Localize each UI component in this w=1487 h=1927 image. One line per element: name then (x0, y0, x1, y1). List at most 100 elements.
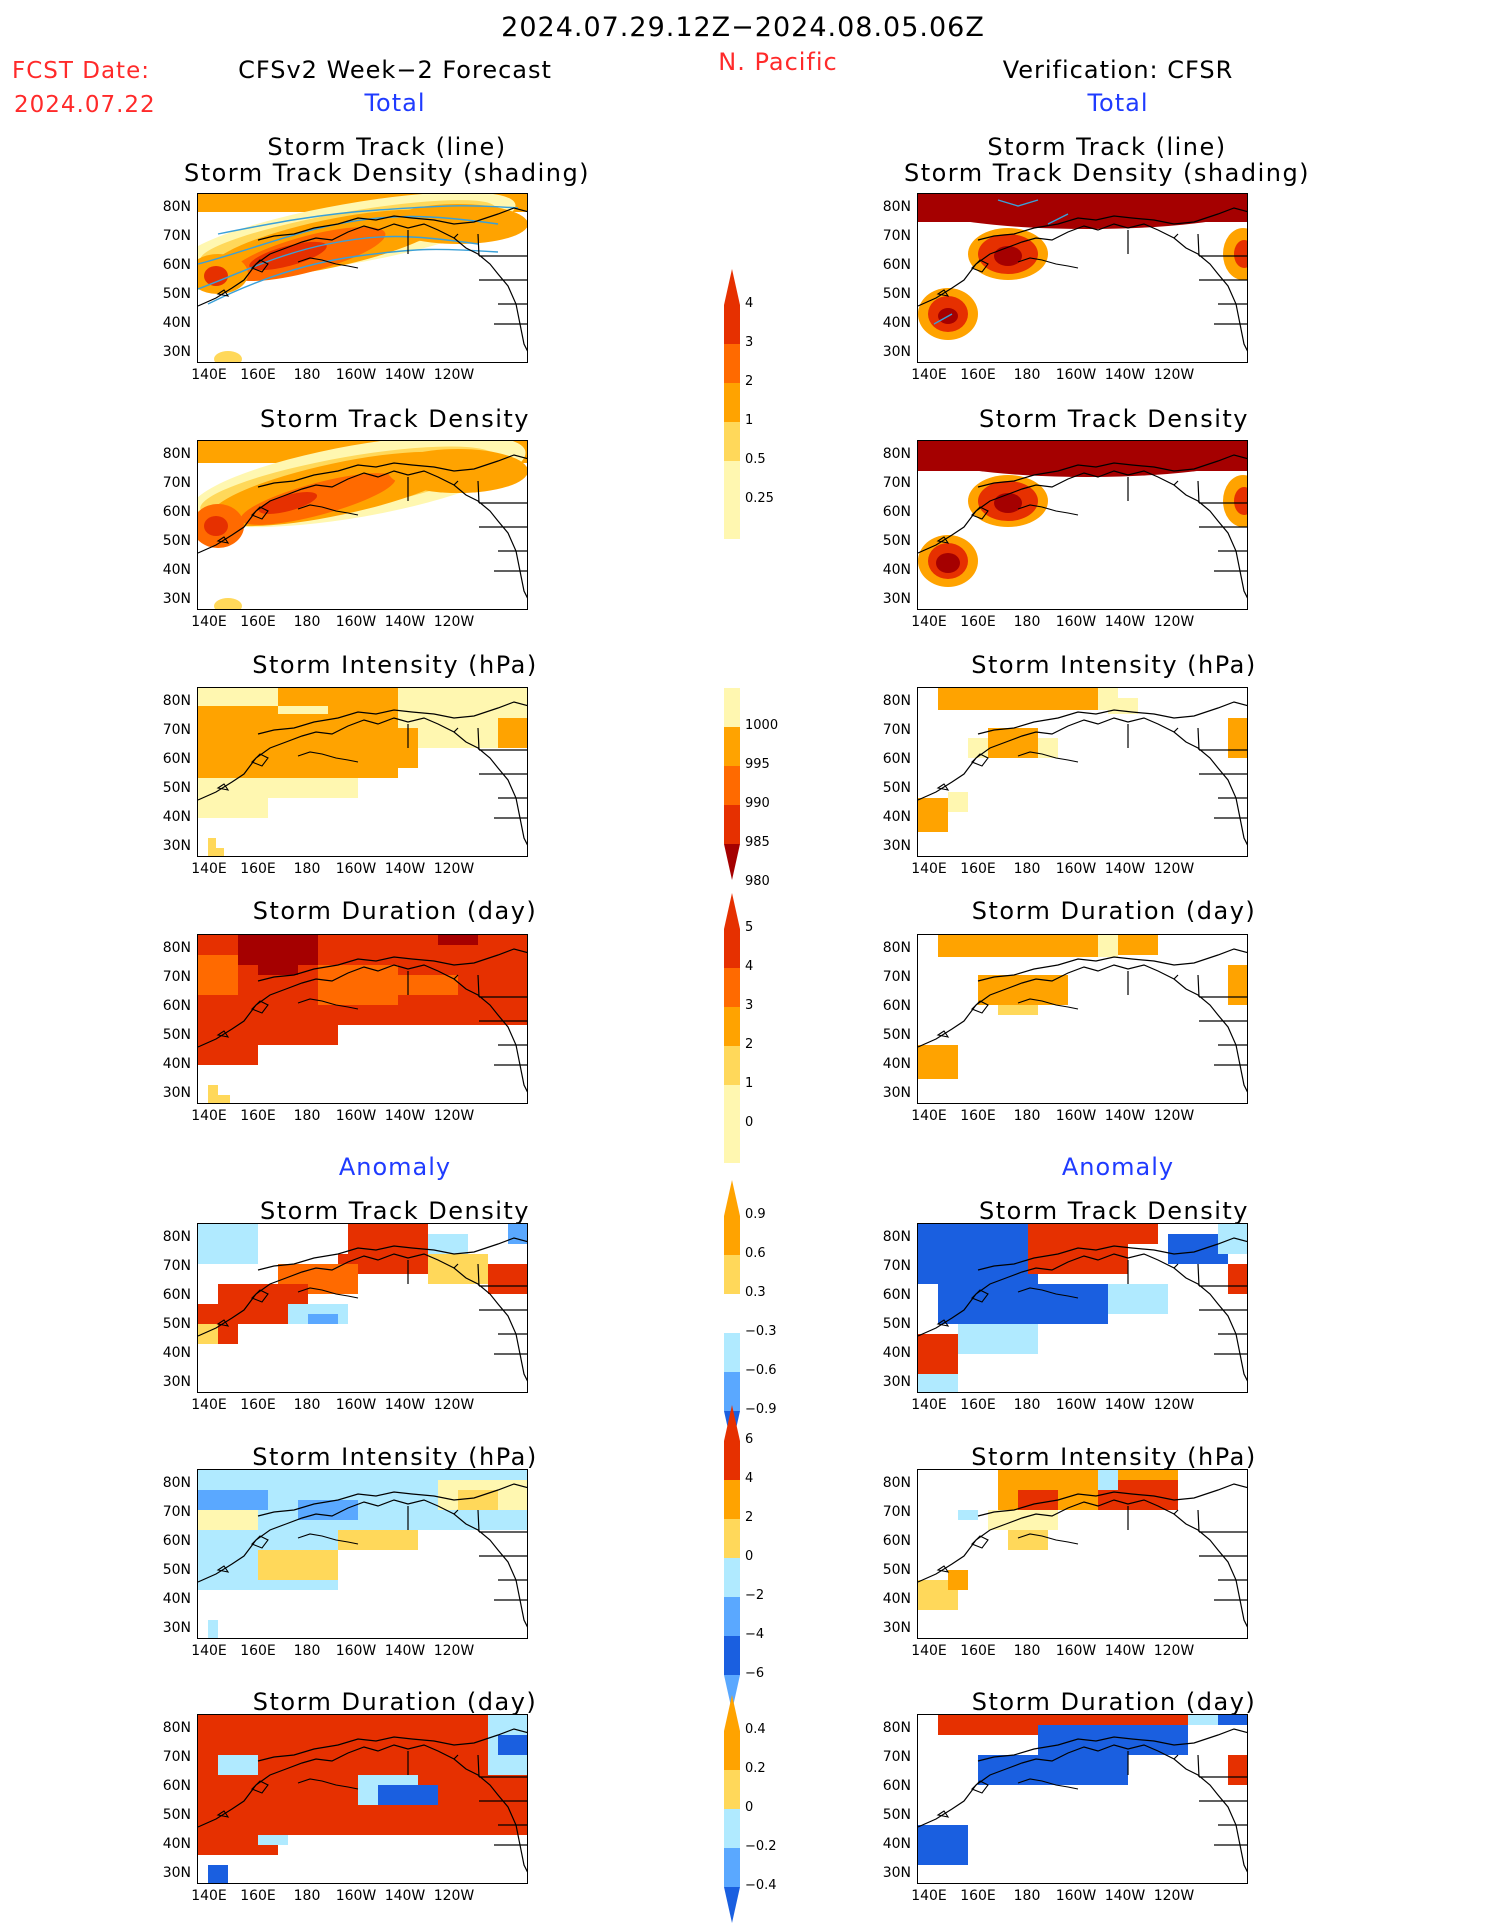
panel-title: Storm Intensity (hPa) (971, 1443, 1257, 1471)
lon-label: 160W (335, 1888, 377, 1904)
lon-label: 160W (335, 1397, 377, 1413)
lat-label: 30N (882, 591, 911, 607)
forecast-title: CFSv2 Week−2 Forecast (238, 56, 552, 84)
lon-label: 120W (433, 1888, 475, 1904)
panel-title: Storm Track (line) (987, 133, 1227, 161)
lat-label: 80N (882, 1720, 911, 1736)
lon-label: 160W (1055, 1888, 1097, 1904)
lon-label: 160W (335, 1643, 377, 1659)
map-panel (197, 934, 528, 1104)
lat-label: 40N (162, 315, 191, 331)
lat-label: 50N (882, 780, 911, 796)
lon-label: 160W (335, 861, 377, 877)
colorbar-label: 5 (745, 920, 754, 935)
lon-label: 140E (911, 367, 947, 383)
lon-label: 160W (335, 1108, 377, 1124)
lat-label: 60N (882, 1533, 911, 1549)
lat-label: 30N (882, 838, 911, 854)
colorbar-label: 3 (745, 335, 754, 350)
colorbar-label: 4 (745, 296, 754, 311)
lon-label: 160E (960, 614, 996, 630)
panel-title: Storm Duration (day) (252, 897, 538, 925)
colorbar-label: −6 (745, 1666, 765, 1681)
lon-label: 180 (1013, 861, 1041, 877)
lat-label: 80N (162, 1229, 191, 1245)
lat-label: 70N (162, 475, 191, 491)
lon-label: 180 (293, 1643, 321, 1659)
lat-label: 30N (162, 1865, 191, 1881)
colorbar-label: −0.6 (745, 1363, 777, 1378)
colorbar-label: −0.9 (745, 1402, 777, 1417)
lon-label: 140W (1104, 1888, 1146, 1904)
lat-label: 40N (882, 562, 911, 578)
lon-label: 180 (293, 367, 321, 383)
colorbar-label: −0.2 (745, 1839, 777, 1854)
lon-label: 180 (293, 861, 321, 877)
lon-label: 160W (335, 614, 377, 630)
lat-label: 80N (162, 693, 191, 709)
lat-label: 70N (882, 969, 911, 985)
lon-label: 140E (191, 861, 227, 877)
lat-label: 30N (162, 591, 191, 607)
panel-title: Storm Track Density (979, 405, 1249, 433)
region-title: N. Pacific (718, 48, 838, 76)
colorbar-label: 0.6 (745, 1246, 766, 1261)
lat-label: 50N (882, 286, 911, 302)
lat-label: 50N (162, 1027, 191, 1043)
panel-title: Storm Duration (day) (971, 897, 1257, 925)
lat-label: 50N (162, 1562, 191, 1578)
colorbar-label: 0 (745, 1800, 754, 1815)
lat-label: 30N (882, 1085, 911, 1101)
lon-label: 140W (1104, 1397, 1146, 1413)
lat-label: 60N (162, 998, 191, 1014)
lat-label: 40N (162, 562, 191, 578)
lat-label: 30N (882, 344, 911, 360)
lat-label: 60N (162, 1533, 191, 1549)
lon-label: 160W (335, 367, 377, 383)
lat-label: 80N (162, 446, 191, 462)
lat-label: 50N (162, 286, 191, 302)
lon-label: 160E (960, 1108, 996, 1124)
lon-label: 120W (433, 1397, 475, 1413)
lat-label: 30N (162, 1085, 191, 1101)
lon-label: 140W (1104, 1108, 1146, 1124)
panel-title: Storm Track Density (979, 1197, 1249, 1225)
lon-label: 120W (1153, 614, 1195, 630)
lon-label: 140W (384, 1108, 426, 1124)
lon-label: 140E (191, 367, 227, 383)
colorbar-label: 1 (745, 1076, 754, 1091)
map-panel (197, 1469, 528, 1639)
panel-title: Storm Track Density (shading) (903, 159, 1311, 187)
lon-label: 160E (960, 1643, 996, 1659)
colorbar-label: 2 (745, 1510, 754, 1525)
map-panel (917, 193, 1248, 363)
lon-label: 160W (1055, 1108, 1097, 1124)
panel-title: Storm Intensity (hPa) (252, 651, 538, 679)
lat-label: 40N (882, 315, 911, 331)
lat-label: 70N (882, 475, 911, 491)
colorbar-label: 0.9 (745, 1207, 766, 1222)
lon-label: 160E (960, 861, 996, 877)
lat-label: 30N (162, 344, 191, 360)
lon-label: 160E (240, 367, 276, 383)
colorbar-label: −2 (745, 1588, 765, 1603)
colorbar-label: 0 (745, 1115, 754, 1130)
lat-label: 30N (162, 1620, 191, 1636)
lon-label: 160E (960, 367, 996, 383)
colorbar-label: 985 (745, 835, 770, 850)
lat-label: 70N (882, 722, 911, 738)
lon-label: 180 (293, 1108, 321, 1124)
colorbar-label: 980 (745, 874, 770, 889)
period-title: 2024.07.29.12Z−2024.08.05.06Z (501, 12, 985, 43)
panel-title: Storm Track Density (260, 405, 530, 433)
lat-label: 30N (882, 1374, 911, 1390)
lon-label: 160W (1055, 1397, 1097, 1413)
lon-label: 140W (1104, 1643, 1146, 1659)
lon-label: 160E (240, 1643, 276, 1659)
colorbar-label: 0.5 (745, 452, 766, 467)
lon-label: 160W (1055, 614, 1097, 630)
lat-label: 70N (882, 1749, 911, 1765)
lon-label: 180 (1013, 1643, 1041, 1659)
lat-label: 40N (882, 1345, 911, 1361)
lat-label: 50N (882, 1807, 911, 1823)
